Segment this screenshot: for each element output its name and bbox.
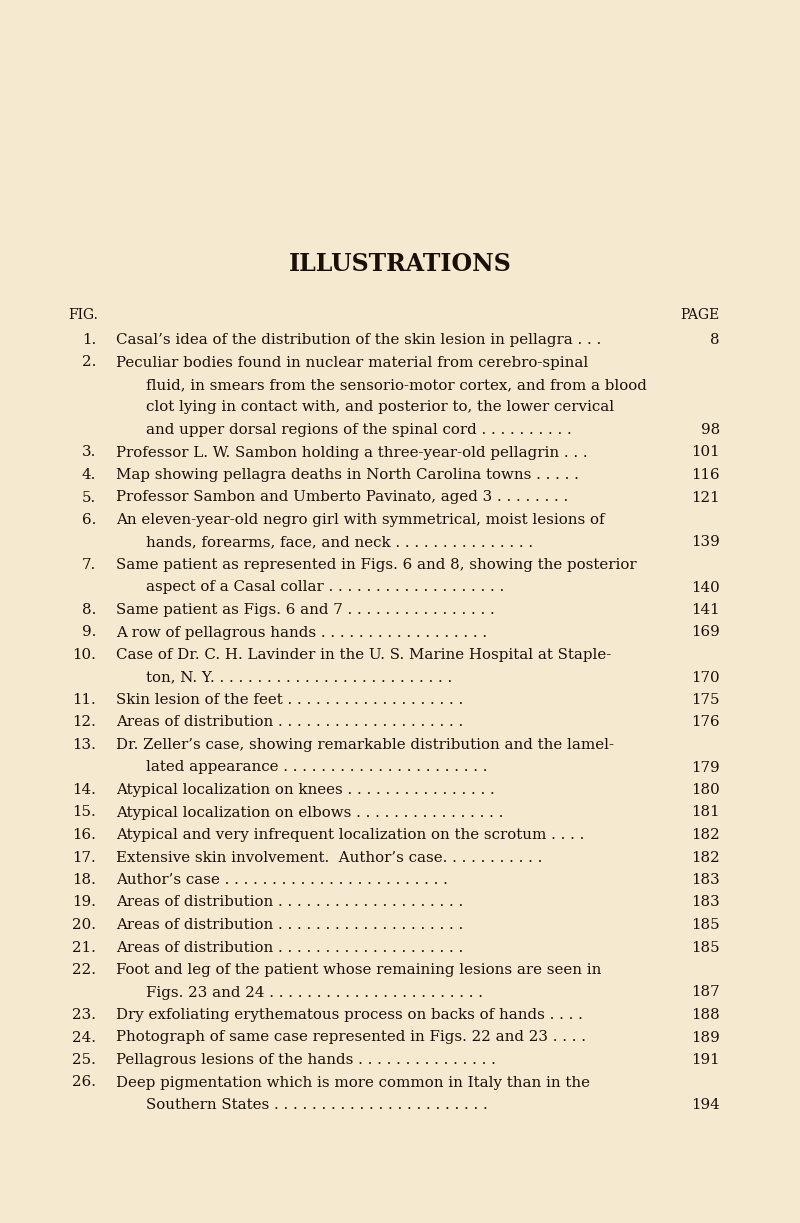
Text: 13.: 13. bbox=[72, 737, 96, 752]
Text: Dry exfoliating erythematous process on backs of hands . . . .: Dry exfoliating erythematous process on … bbox=[116, 1008, 583, 1022]
Text: 175: 175 bbox=[691, 693, 720, 707]
Text: Southern States . . . . . . . . . . . . . . . . . . . . . . .: Southern States . . . . . . . . . . . . … bbox=[146, 1098, 488, 1112]
Text: 7.: 7. bbox=[82, 558, 96, 572]
Text: 14.: 14. bbox=[72, 783, 96, 797]
Text: 26.: 26. bbox=[72, 1075, 96, 1090]
Text: 182: 182 bbox=[691, 828, 720, 841]
Text: Map showing pellagra deaths in North Carolina towns . . . . .: Map showing pellagra deaths in North Car… bbox=[116, 468, 579, 482]
Text: 185: 185 bbox=[691, 940, 720, 954]
Text: lated appearance . . . . . . . . . . . . . . . . . . . . . .: lated appearance . . . . . . . . . . . .… bbox=[146, 761, 487, 774]
Text: Case of Dr. C. H. Lavinder in the U. S. Marine Hospital at Staple-: Case of Dr. C. H. Lavinder in the U. S. … bbox=[116, 648, 611, 662]
Text: Areas of distribution . . . . . . . . . . . . . . . . . . . .: Areas of distribution . . . . . . . . . … bbox=[116, 715, 463, 729]
Text: 4.: 4. bbox=[82, 468, 96, 482]
Text: 17.: 17. bbox=[72, 850, 96, 865]
Text: 12.: 12. bbox=[72, 715, 96, 729]
Text: 182: 182 bbox=[691, 850, 720, 865]
Text: Areas of distribution . . . . . . . . . . . . . . . . . . . .: Areas of distribution . . . . . . . . . … bbox=[116, 895, 463, 910]
Text: Photograph of same case represented in Figs. 22 and 23 . . . .: Photograph of same case represented in F… bbox=[116, 1031, 586, 1044]
Text: 23.: 23. bbox=[72, 1008, 96, 1022]
Text: 16.: 16. bbox=[72, 828, 96, 841]
Text: Areas of distribution . . . . . . . . . . . . . . . . . . . .: Areas of distribution . . . . . . . . . … bbox=[116, 940, 463, 954]
Text: 194: 194 bbox=[691, 1098, 720, 1112]
Text: Foot and leg of the patient whose remaining lesions are seen in: Foot and leg of the patient whose remain… bbox=[116, 963, 602, 977]
Text: Professor Sambon and Umberto Pavinato, aged 3 . . . . . . . .: Professor Sambon and Umberto Pavinato, a… bbox=[116, 490, 568, 505]
Text: 6.: 6. bbox=[82, 512, 96, 527]
Text: A row of pellagrous hands . . . . . . . . . . . . . . . . . .: A row of pellagrous hands . . . . . . . … bbox=[116, 625, 487, 640]
Text: 141: 141 bbox=[691, 603, 720, 616]
Text: 11.: 11. bbox=[72, 693, 96, 707]
Text: 3.: 3. bbox=[82, 445, 96, 460]
Text: 19.: 19. bbox=[72, 895, 96, 910]
Text: 15.: 15. bbox=[72, 806, 96, 819]
Text: 139: 139 bbox=[691, 536, 720, 549]
Text: 170: 170 bbox=[691, 670, 720, 685]
Text: 20.: 20. bbox=[72, 918, 96, 932]
Text: 188: 188 bbox=[691, 1008, 720, 1022]
Text: and upper dorsal regions of the spinal cord . . . . . . . . . .: and upper dorsal regions of the spinal c… bbox=[146, 423, 572, 437]
Text: 9.: 9. bbox=[82, 625, 96, 640]
Text: 22.: 22. bbox=[72, 963, 96, 977]
Text: Atypical localization on elbows . . . . . . . . . . . . . . . .: Atypical localization on elbows . . . . … bbox=[116, 806, 503, 819]
Text: ton, N. Y. . . . . . . . . . . . . . . . . . . . . . . . . .: ton, N. Y. . . . . . . . . . . . . . . .… bbox=[146, 670, 452, 685]
Text: fluid, in smears from the sensorio-motor cortex, and from a blood: fluid, in smears from the sensorio-motor… bbox=[146, 378, 647, 393]
Text: 1.: 1. bbox=[82, 333, 96, 347]
Text: 187: 187 bbox=[691, 986, 720, 999]
Text: An eleven-year-old negro girl with symmetrical, moist lesions of: An eleven-year-old negro girl with symme… bbox=[116, 512, 605, 527]
Text: FIG.: FIG. bbox=[68, 308, 98, 322]
Text: 189: 189 bbox=[691, 1031, 720, 1044]
Text: 116: 116 bbox=[691, 468, 720, 482]
Text: Skin lesion of the feet . . . . . . . . . . . . . . . . . . .: Skin lesion of the feet . . . . . . . . … bbox=[116, 693, 463, 707]
Text: aspect of a Casal collar . . . . . . . . . . . . . . . . . . .: aspect of a Casal collar . . . . . . . .… bbox=[146, 581, 504, 594]
Text: Dr. Zeller’s case, showing remarkable distribution and the lamel-: Dr. Zeller’s case, showing remarkable di… bbox=[116, 737, 614, 752]
Text: 121: 121 bbox=[691, 490, 720, 505]
Text: hands, forearms, face, and neck . . . . . . . . . . . . . . .: hands, forearms, face, and neck . . . . … bbox=[146, 536, 533, 549]
Text: Same patient as Figs. 6 and 7 . . . . . . . . . . . . . . . .: Same patient as Figs. 6 and 7 . . . . . … bbox=[116, 603, 494, 616]
Text: 24.: 24. bbox=[72, 1031, 96, 1044]
Text: 183: 183 bbox=[691, 873, 720, 887]
Text: PAGE: PAGE bbox=[681, 308, 720, 322]
Text: 25.: 25. bbox=[72, 1053, 96, 1066]
Text: 140: 140 bbox=[691, 581, 720, 594]
Text: 176: 176 bbox=[691, 715, 720, 729]
Text: Areas of distribution . . . . . . . . . . . . . . . . . . . .: Areas of distribution . . . . . . . . . … bbox=[116, 918, 463, 932]
Text: clot lying in contact with, and posterior to, the lower cervical: clot lying in contact with, and posterio… bbox=[146, 400, 614, 415]
Text: 169: 169 bbox=[691, 625, 720, 640]
Text: 8.: 8. bbox=[82, 603, 96, 616]
Text: Pellagrous lesions of the hands . . . . . . . . . . . . . . .: Pellagrous lesions of the hands . . . . … bbox=[116, 1053, 496, 1066]
Text: 5.: 5. bbox=[82, 490, 96, 505]
Text: Deep pigmentation which is more common in Italy than in the: Deep pigmentation which is more common i… bbox=[116, 1075, 590, 1090]
Text: Extensive skin involvement.  Author’s case. . . . . . . . . . .: Extensive skin involvement. Author’s cas… bbox=[116, 850, 542, 865]
Text: Peculiar bodies found in nuclear material from cerebro-spinal: Peculiar bodies found in nuclear materia… bbox=[116, 356, 588, 369]
Text: 10.: 10. bbox=[72, 648, 96, 662]
Text: Casal’s idea of the distribution of the skin lesion in pellagra . . .: Casal’s idea of the distribution of the … bbox=[116, 333, 602, 347]
Text: Same patient as represented in Figs. 6 and 8, showing the posterior: Same patient as represented in Figs. 6 a… bbox=[116, 558, 637, 572]
Text: Atypical localization on knees . . . . . . . . . . . . . . . .: Atypical localization on knees . . . . .… bbox=[116, 783, 494, 797]
Text: 185: 185 bbox=[691, 918, 720, 932]
Text: 180: 180 bbox=[691, 783, 720, 797]
Text: 18.: 18. bbox=[72, 873, 96, 887]
Text: 2.: 2. bbox=[82, 356, 96, 369]
Text: Author’s case . . . . . . . . . . . . . . . . . . . . . . . .: Author’s case . . . . . . . . . . . . . … bbox=[116, 873, 448, 887]
Text: ILLUSTRATIONS: ILLUSTRATIONS bbox=[289, 252, 511, 276]
Text: 191: 191 bbox=[691, 1053, 720, 1066]
Text: 101: 101 bbox=[691, 445, 720, 460]
Text: Professor L. W. Sambon holding a three-year-old pellagrin . . .: Professor L. W. Sambon holding a three-y… bbox=[116, 445, 588, 460]
Text: 179: 179 bbox=[691, 761, 720, 774]
Text: 21.: 21. bbox=[72, 940, 96, 954]
Text: 183: 183 bbox=[691, 895, 720, 910]
Text: 98: 98 bbox=[701, 423, 720, 437]
Text: Atypical and very infrequent localization on the scrotum . . . .: Atypical and very infrequent localizatio… bbox=[116, 828, 584, 841]
Text: Figs. 23 and 24 . . . . . . . . . . . . . . . . . . . . . . .: Figs. 23 and 24 . . . . . . . . . . . . … bbox=[146, 986, 483, 999]
Text: 8: 8 bbox=[710, 333, 720, 347]
Text: 181: 181 bbox=[691, 806, 720, 819]
